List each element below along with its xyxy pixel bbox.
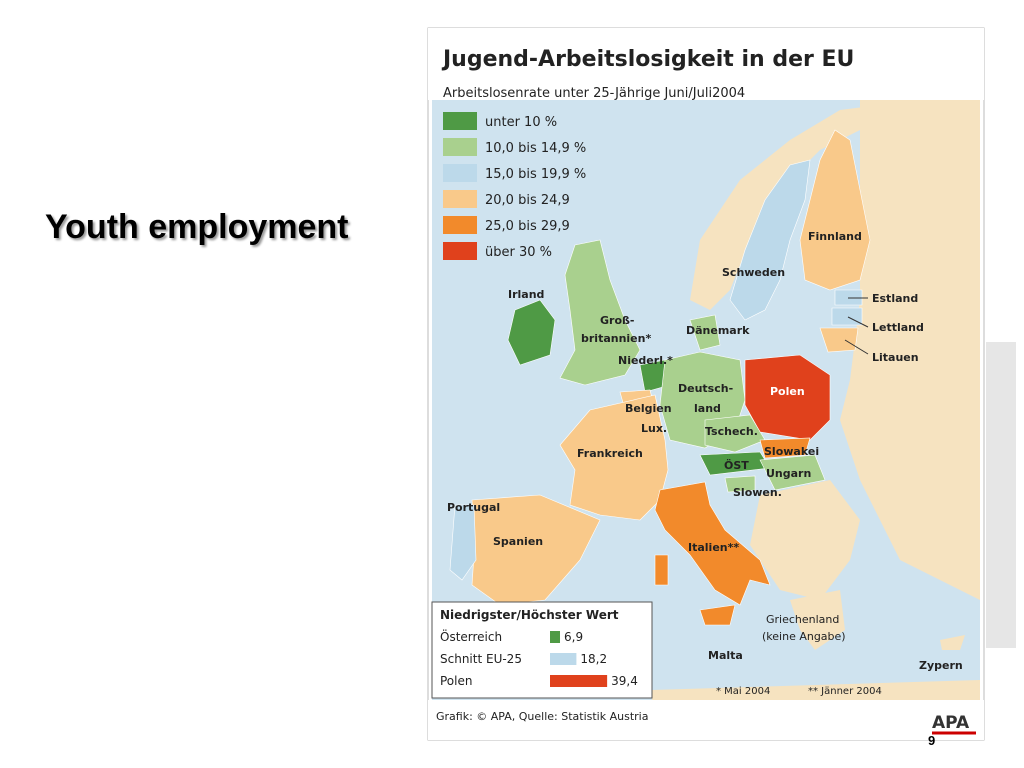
- country-label: Slowakei: [764, 445, 819, 458]
- portugal: [449, 504, 477, 581]
- extremes-bar: [550, 675, 608, 687]
- latvia: [831, 307, 863, 326]
- leader-lines: [844, 297, 869, 355]
- country-label: Polen: [770, 385, 805, 398]
- country-label: Slowen.: [733, 486, 782, 499]
- footnote: * Mai 2004: [716, 686, 770, 697]
- legend-swatch: [443, 216, 477, 234]
- slovakia: [759, 437, 811, 459]
- denmark: [689, 314, 721, 351]
- country-label: Portugal: [447, 501, 500, 514]
- extremes-value: 18,2: [580, 652, 607, 666]
- slovenia: [724, 475, 756, 493]
- footnote: ** Jänner 2004: [808, 686, 882, 697]
- balkans: [750, 480, 860, 600]
- country-label: Dänemark: [686, 324, 750, 337]
- legend: unter 10 % 10,0 bis 14,9 % 15,0 bis 19,9 %…: [443, 112, 586, 260]
- country-label: Belgien: [625, 402, 672, 415]
- sweden: [729, 159, 811, 321]
- greece: [790, 590, 845, 650]
- legend-swatch: [443, 112, 477, 130]
- cyprus: [940, 635, 965, 650]
- legend-label: über 30 %: [485, 245, 552, 260]
- italy: [654, 481, 771, 606]
- logo: APA: [932, 713, 970, 733]
- country-labels: Finnland Schweden Estland Lettland Litau…: [447, 230, 963, 672]
- country-label: Spanien: [493, 535, 543, 548]
- land: [449, 100, 980, 700]
- header-panel: [428, 28, 984, 100]
- extremes-box: [431, 601, 653, 699]
- country-label: Schweden: [722, 266, 785, 279]
- sidebar-decoration: [986, 342, 1016, 648]
- country-label: Niederl.*: [618, 354, 673, 367]
- source: Grafik: © APA, Quelle: Statistik Austria: [436, 710, 648, 723]
- country-label: ÖST: [724, 458, 749, 472]
- country-label: Finnland: [808, 230, 862, 243]
- legend-label: 25,0 bis 29,9: [485, 219, 570, 234]
- leader-line: [847, 316, 869, 328]
- leader-line: [844, 339, 869, 355]
- sicily: [699, 604, 736, 626]
- legend-label: 20,0 bis 24,9: [485, 193, 570, 208]
- legend-label: 15,0 bis 19,9 %: [485, 167, 586, 182]
- legend-swatch: [443, 138, 477, 156]
- finland: [799, 129, 871, 291]
- country-label: Italien**: [688, 541, 739, 554]
- poland: [744, 354, 831, 441]
- country-label: Lux.: [641, 422, 667, 435]
- eastern-europe: [840, 100, 980, 600]
- ireland: [507, 299, 556, 366]
- legend-label: unter 10 %: [485, 115, 557, 130]
- hungary: [759, 454, 826, 491]
- country-label: Zypern: [919, 659, 963, 672]
- country-label: Deutsch-: [678, 382, 733, 395]
- legend-swatch: [443, 164, 477, 182]
- legend-swatch: [443, 242, 477, 260]
- legend-label: 10,0 bis 14,9 %: [485, 141, 586, 156]
- legend-swatch: [443, 190, 477, 208]
- france: [559, 394, 669, 521]
- country-label: Irland: [508, 288, 544, 301]
- norway: [690, 105, 880, 310]
- czechia: [704, 414, 766, 453]
- extremes-bar: [550, 653, 577, 665]
- extremes-rows: Österreich 6,9 Schnitt EU-25 18,2 Polen 39,4: [440, 628, 638, 688]
- country-label: Tschech.: [705, 425, 758, 438]
- country-label: Malta: [708, 649, 743, 662]
- country-label: Frankreich: [577, 447, 643, 460]
- sardinia: [654, 554, 669, 586]
- country-label: Ungarn: [766, 467, 811, 480]
- country-label: britannien*: [581, 332, 651, 345]
- map-title: Jugend-Arbeitslosigkeit in der EU: [441, 47, 854, 72]
- country-label: Estland: [872, 292, 918, 305]
- map-subtitle: Arbeitslosenrate unter 25-Jährige Juni/J…: [443, 86, 745, 101]
- slide-title: Youth employment: [45, 208, 349, 246]
- country-label: Griechenland: [766, 613, 839, 626]
- country-label: Lettland: [872, 321, 924, 334]
- uk: [559, 239, 641, 386]
- extremes-name: Österreich: [440, 628, 502, 644]
- lithuania: [819, 327, 859, 353]
- extremes-title: Niedrigster/Höchster Wert: [440, 608, 619, 622]
- north-africa: [652, 680, 980, 700]
- extremes-name: Schnitt EU-25: [440, 652, 522, 666]
- page-number: 9: [928, 733, 936, 748]
- country-label: (keine Angabe): [762, 630, 846, 643]
- country-label: land: [694, 402, 721, 415]
- extremes-name: Polen: [440, 674, 472, 688]
- extremes-value: 39,4: [611, 674, 638, 688]
- country-label: Litauen: [872, 351, 919, 364]
- footer-panel: [428, 700, 984, 740]
- country-label: Groß-: [600, 314, 635, 327]
- extremes-bar: [550, 631, 561, 643]
- extremes-value: 6,9: [564, 630, 583, 644]
